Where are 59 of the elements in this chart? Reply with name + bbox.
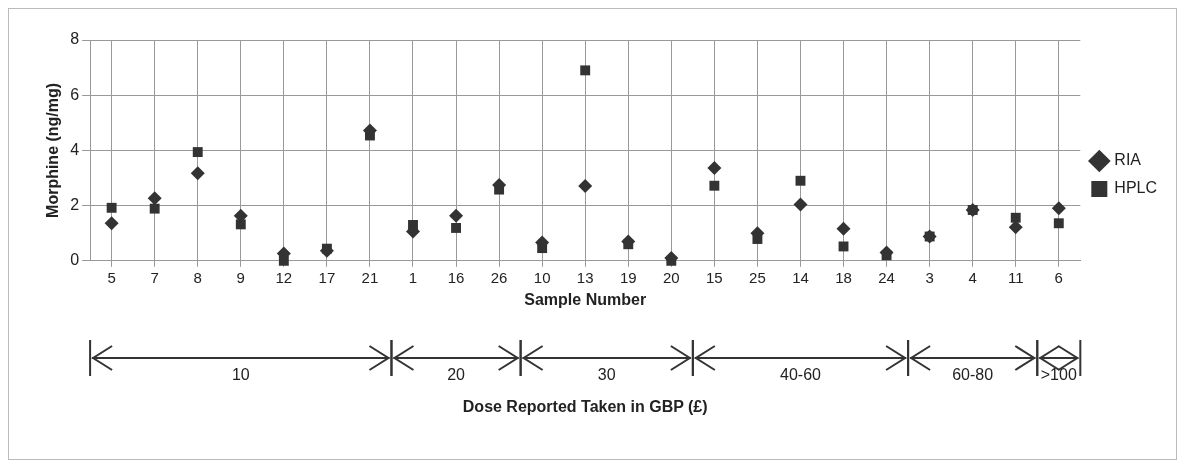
point bbox=[106, 202, 117, 213]
x-tick-label: 9 bbox=[236, 268, 245, 286]
point bbox=[147, 191, 162, 206]
point bbox=[707, 161, 722, 176]
point bbox=[451, 223, 461, 233]
x-tick-label: 10 bbox=[533, 268, 551, 286]
point bbox=[580, 65, 591, 76]
text: 20 bbox=[447, 366, 466, 383]
text: 30 bbox=[597, 366, 616, 383]
point bbox=[104, 216, 119, 231]
legend-label: HPLC bbox=[1114, 179, 1158, 197]
x-tick-label: 6 bbox=[1054, 268, 1063, 286]
x-tick-label: 4 bbox=[968, 268, 977, 286]
point bbox=[1010, 212, 1021, 223]
y-tick-label: 6 bbox=[70, 85, 80, 103]
y-tick-label: 4 bbox=[70, 140, 80, 158]
x-tick-label: 19 bbox=[619, 268, 637, 286]
x-tick-label: 1 bbox=[408, 268, 418, 286]
y-tick-label: 0 bbox=[70, 251, 80, 269]
text: >100 bbox=[1040, 366, 1077, 383]
text: 40-60 bbox=[780, 366, 822, 383]
x-tick-label: 18 bbox=[835, 268, 852, 286]
x-tick-label: 16 bbox=[447, 268, 465, 286]
y-axis-title: Morphine (ng/mg) bbox=[44, 82, 62, 218]
point bbox=[192, 147, 203, 158]
x-tick-label: 5 bbox=[107, 268, 116, 286]
point bbox=[190, 166, 205, 181]
x-tick-label: 13 bbox=[576, 268, 594, 286]
x-tick-label: 26 bbox=[490, 268, 508, 286]
text: Dose Reported Taken in GBP (£) bbox=[462, 398, 708, 415]
point bbox=[1008, 220, 1023, 235]
point bbox=[578, 179, 593, 193]
x-tick-label: 20 bbox=[662, 268, 680, 286]
x-tick-label: 12 bbox=[275, 268, 293, 286]
legend-label: RIA bbox=[1114, 151, 1142, 169]
point bbox=[1053, 218, 1064, 229]
text: 10 bbox=[231, 366, 250, 383]
point bbox=[836, 221, 851, 236]
y-tick-label: 8 bbox=[70, 30, 80, 48]
x-axis-title: Sample Number bbox=[524, 290, 647, 308]
x-tick-label: 11 bbox=[1007, 268, 1024, 286]
y-tick-label: 2 bbox=[70, 196, 80, 214]
x-tick-label: 14 bbox=[792, 268, 809, 286]
x-tick-label: 15 bbox=[706, 268, 723, 286]
x-tick-label: 24 bbox=[878, 268, 895, 286]
x-tick-label: 3 bbox=[925, 268, 934, 286]
point bbox=[449, 208, 464, 223]
x-tick-label: 17 bbox=[318, 268, 336, 286]
point bbox=[149, 203, 160, 214]
point bbox=[795, 175, 806, 186]
x-tick-label: 25 bbox=[749, 268, 766, 286]
point bbox=[1051, 201, 1066, 216]
point bbox=[709, 180, 720, 191]
point bbox=[838, 241, 849, 252]
point bbox=[793, 197, 808, 212]
x-tick-label: 8 bbox=[193, 268, 202, 286]
text: 60-80 bbox=[952, 366, 994, 383]
x-tick-label: 21 bbox=[361, 268, 379, 286]
x-tick-label: 7 bbox=[150, 268, 159, 286]
